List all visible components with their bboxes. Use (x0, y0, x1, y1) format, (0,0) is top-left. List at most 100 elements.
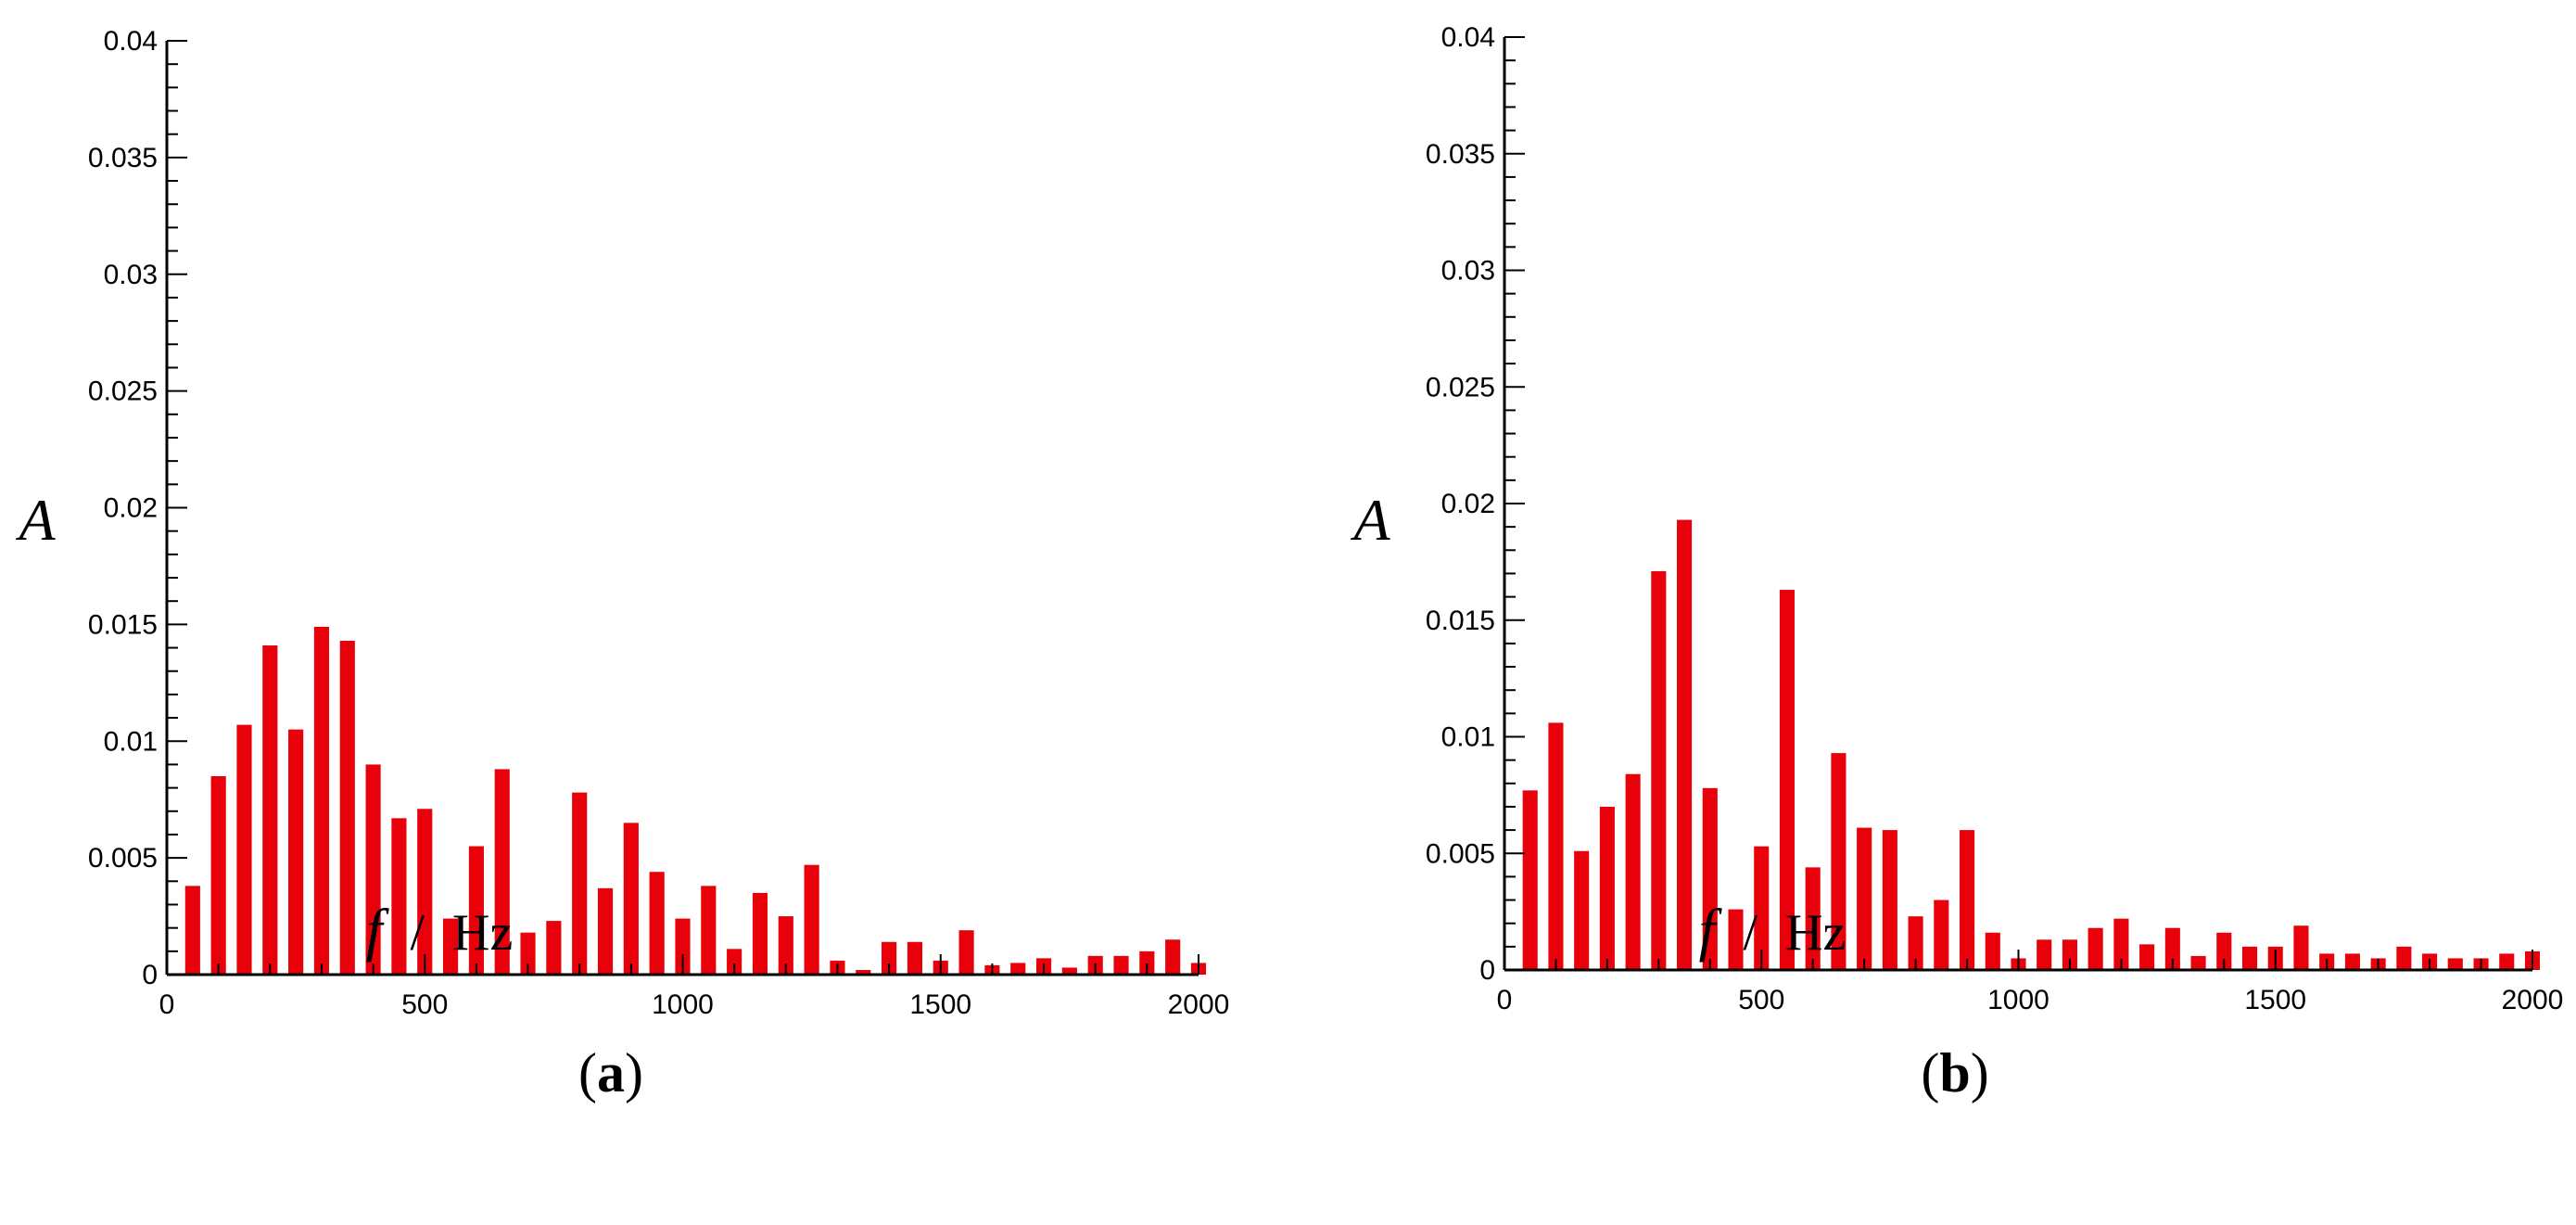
bar-b-1350 (2190, 955, 2206, 970)
bar-a-1200 (778, 916, 793, 975)
bar-b-700 (1857, 827, 1872, 970)
bar-b-1300 (2164, 927, 2180, 970)
y-tick-label-a: 0 (142, 960, 158, 990)
x-tick-label-a: 1500 (909, 989, 971, 1020)
x-axis-unit-a: Hz (452, 904, 513, 962)
bar-b-500 (1754, 846, 1770, 970)
bar-a-1250 (804, 864, 819, 975)
x-axis-var-b: f (1699, 897, 1723, 963)
bar-b-900 (1960, 830, 1975, 970)
bar-b-150 (1574, 850, 1590, 970)
y-tick-label-a: 0.04 (104, 26, 158, 57)
bar-a-1750 (1061, 967, 1077, 975)
bar-b-350 (1677, 519, 1693, 970)
bar-b-950 (1985, 932, 2000, 970)
x-axis-label-a: f / Hz (366, 897, 514, 963)
bar-a-600 (468, 846, 484, 975)
y-tick-label-a: 0.025 (88, 376, 158, 407)
bar-b-1100 (2062, 939, 2077, 970)
bar-b-50 (1522, 790, 1538, 970)
bar-b-1550 (2293, 925, 2309, 970)
bar-a-400 (365, 764, 381, 975)
y-tick-label-a: 0.005 (88, 843, 158, 874)
panel-caption-b: (b) (1921, 1042, 1988, 1104)
x-tick-label-a: 0 (159, 989, 175, 1020)
y-tick-label-a: 0.03 (104, 260, 158, 290)
bar-b-200 (1599, 806, 1615, 970)
bar-a-800 (572, 792, 588, 975)
bar-b-1050 (2037, 939, 2052, 970)
bar-a-750 (546, 921, 562, 975)
chart-panel-b: 0 0.005 0.01 0.015 0.02 0.025 0.03 0.035 0.04 0 50… (1350, 22, 2563, 1104)
bar-a-650 (494, 769, 510, 975)
bar-b-400 (1702, 787, 1718, 970)
bar-a-1150 (752, 892, 768, 975)
bar-b-800 (1908, 916, 1923, 970)
bar-b-300 (1651, 570, 1667, 970)
bar-b-1650 (2344, 953, 2360, 970)
bar-a-300 (313, 626, 330, 975)
bar-a-900 (623, 823, 639, 975)
bar-b-1150 (2087, 927, 2103, 970)
bar-b-1250 (2139, 944, 2155, 970)
bar-a-1450 (907, 941, 922, 975)
x-axis-sep-a: / (410, 904, 425, 962)
bar-b-1950 (2499, 953, 2515, 970)
bar-b-1200 (2113, 918, 2129, 970)
y-tick-label-a: 0.035 (88, 143, 158, 173)
x-tick-label-b: 500 (1738, 985, 1784, 1015)
x-tick-label-a: 500 (401, 989, 448, 1020)
bar-a-500 (417, 809, 433, 975)
bar-a-1000 (675, 918, 691, 975)
y-tick-label-b: 0.015 (1426, 606, 1495, 636)
bar-a-1400 (882, 941, 897, 975)
bar-b-850 (1934, 900, 1949, 970)
y-tick-label-b: 0.005 (1426, 838, 1495, 869)
x-axis-var-a: f (366, 897, 390, 963)
bar-b-100 (1548, 722, 1564, 970)
y-tick-label-b: 0.02 (1441, 489, 1495, 519)
bar-a-700 (520, 932, 536, 975)
y-axis-label-a: A (15, 487, 56, 553)
y-tick-label-a: 0.015 (88, 609, 158, 640)
chart-panel-a: 0 0.005 0.01 0.015 0.02 0.025 0.03 0.035 0.04 0 50… (15, 26, 1229, 1104)
y-tick-label-a: 0.01 (104, 726, 158, 757)
bar-a-100 (210, 776, 226, 975)
plot-area-b: 0 0.005 0.01 0.015 0.02 0.025 0.03 0.035 0.04 0 50… (1426, 22, 2563, 1015)
x-tick-label-a: 1000 (652, 989, 714, 1020)
y-tick-label-a: 0.02 (104, 493, 158, 524)
bar-b-1450 (2241, 946, 2258, 970)
bar-a-1850 (1113, 955, 1129, 975)
x-tick-label-b: 0 (1497, 985, 1513, 1015)
x-axis-unit-b: Hz (1785, 904, 1846, 962)
bar-b-250 (1625, 773, 1641, 970)
bar-a-950 (649, 872, 665, 975)
bar-a-1550 (958, 930, 974, 975)
bar-a-1050 (701, 886, 717, 975)
y-tick-label-b: 0 (1479, 955, 1495, 986)
bar-b-750 (1882, 830, 1897, 970)
bar-b-1400 (2216, 932, 2232, 970)
x-tick-label-b: 2000 (2502, 985, 2564, 1015)
bar-a-150 (236, 724, 252, 975)
bar-a-1650 (1010, 963, 1026, 975)
x-axis-label-b: f / Hz (1699, 897, 1846, 963)
bar-a-50 (184, 886, 200, 975)
bar-b-550 (1779, 590, 1796, 970)
x-tick-label-b: 1000 (1987, 985, 2049, 1015)
x-tick-label-b: 1500 (2244, 985, 2306, 1015)
bar-a-250 (288, 729, 304, 975)
panel-caption-a: (a) (578, 1042, 643, 1104)
bar-a-550 (443, 918, 459, 975)
bar-a-350 (339, 641, 355, 975)
bar-b-1850 (2447, 958, 2463, 970)
bar-b-650 (1831, 753, 1846, 970)
y-axis-label-b: A (1350, 487, 1390, 553)
bar-a-450 (391, 818, 407, 975)
x-axis-sep-b: / (1743, 904, 1758, 962)
bar-a-1900 (1139, 951, 1155, 975)
bar-a-1350 (856, 969, 871, 975)
bar-b-600 (1805, 867, 1821, 970)
bar-a-850 (597, 887, 614, 975)
